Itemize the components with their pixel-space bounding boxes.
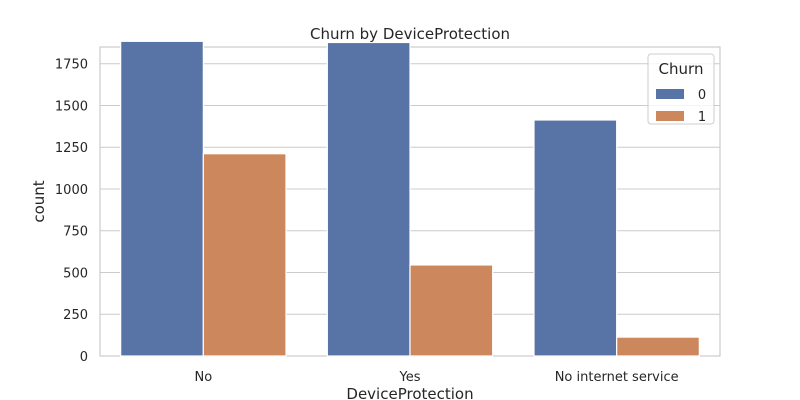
bar-0-0 <box>120 40 204 357</box>
bars <box>120 40 700 357</box>
x-tick-label: Yes <box>399 370 421 385</box>
legend-swatch-1 <box>656 111 684 121</box>
y-tick-label: 250 <box>63 308 88 323</box>
y-tick-label: 1500 <box>55 99 88 114</box>
y-tick-label: 500 <box>63 266 88 281</box>
legend-label-1: 1 <box>698 110 706 125</box>
legend-swatch-0 <box>656 89 684 99</box>
x-axis-label: DeviceProtection <box>346 385 473 400</box>
bar-1-0 <box>202 153 287 357</box>
bar-0-1 <box>326 41 411 357</box>
y-tick-label: 1750 <box>55 58 88 73</box>
legend-label-0: 0 <box>698 88 706 103</box>
x-tick-labels: No Yes No internet service <box>194 370 678 385</box>
bar-1-1 <box>409 264 494 357</box>
y-axis-label: count <box>30 180 48 222</box>
y-tick-label: 1000 <box>55 183 88 198</box>
chart-title: Churn by DeviceProtection <box>310 25 510 43</box>
x-tick-label: No <box>194 370 212 385</box>
y-tick-labels: 0 250 500 750 1000 1250 1500 1750 <box>55 58 88 365</box>
bar-1-2 <box>616 336 700 357</box>
legend: Churn 01 <box>647 53 715 125</box>
y-tick-label: 750 <box>63 225 88 240</box>
bar-0-2 <box>533 119 618 357</box>
y-tick-label: 0 <box>80 350 88 365</box>
legend-items: 01 <box>656 88 706 125</box>
x-tick-label: No internet service <box>555 370 679 385</box>
legend-title: Churn <box>659 60 704 78</box>
y-tick-label: 1250 <box>55 141 88 156</box>
